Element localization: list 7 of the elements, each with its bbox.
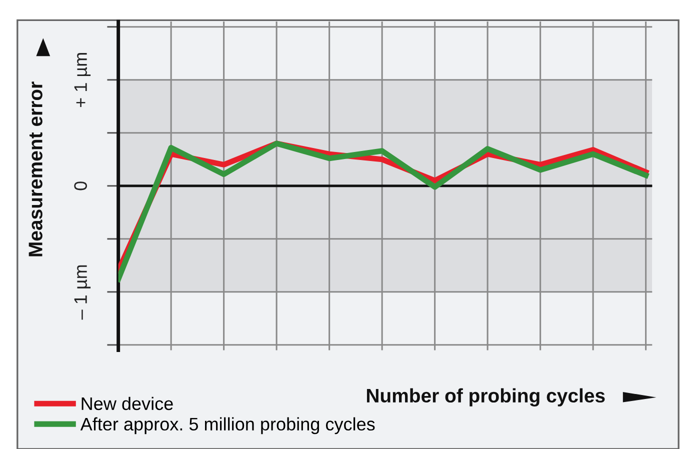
legend-label: New device — [82, 396, 173, 410]
legend-label: After approx. 5 million probing cycles — [80, 417, 375, 434]
y-tick-label: 0 — [74, 182, 87, 190]
y-tick-label: – 1 µm — [74, 265, 91, 320]
x-axis-title: Number of probing cycles — [366, 388, 605, 406]
y-axis-title: Measurement error — [28, 82, 42, 256]
y-tick-label: + 1 µm — [74, 53, 91, 108]
